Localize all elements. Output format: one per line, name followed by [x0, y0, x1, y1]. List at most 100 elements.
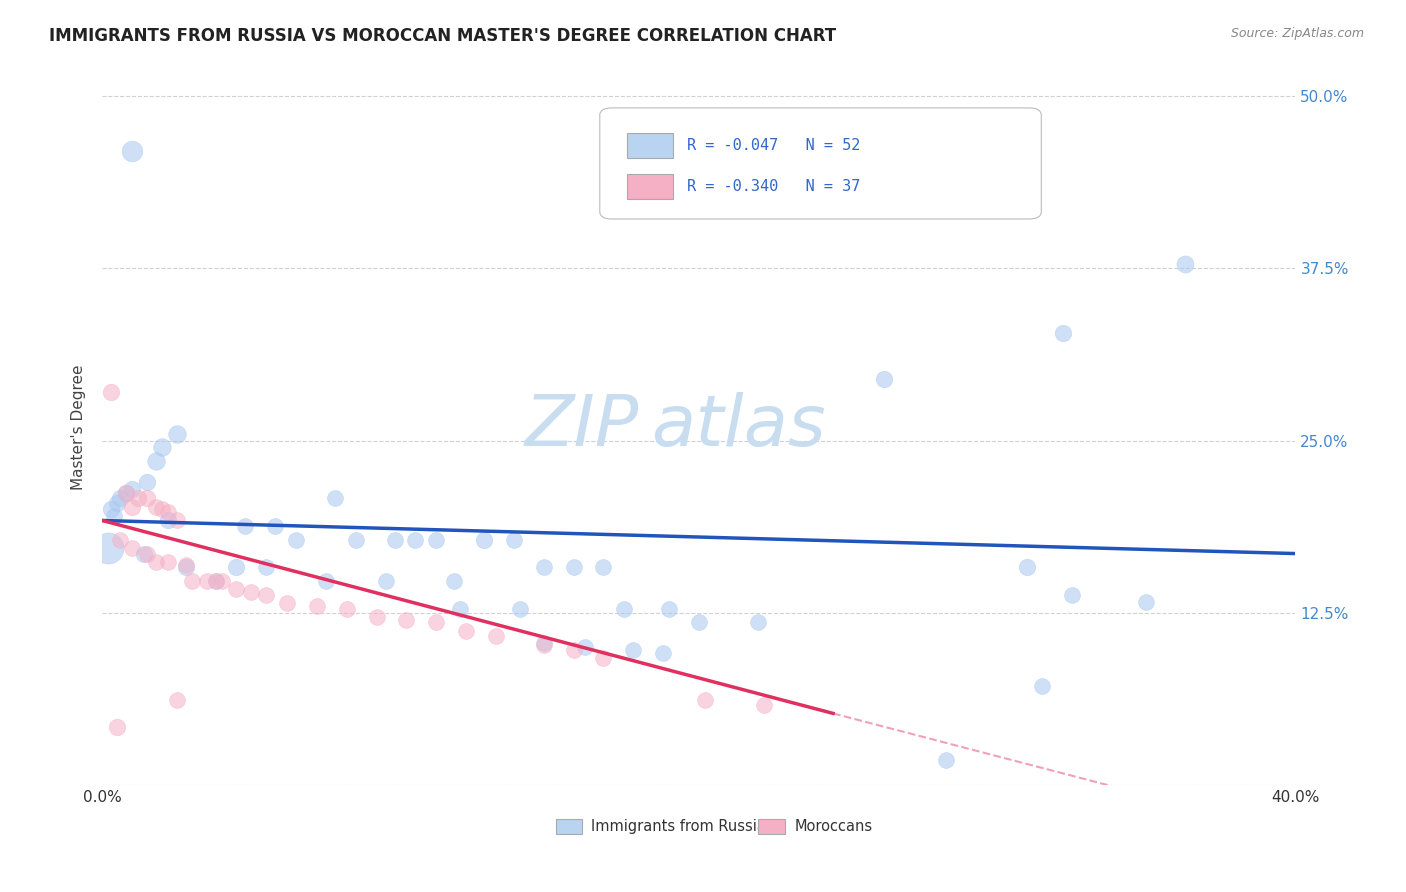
Point — [100, 502, 122, 516]
Point — [121, 541, 143, 555]
Point — [384, 533, 406, 547]
Y-axis label: Master's Degree: Master's Degree — [72, 364, 86, 490]
Point — [873, 371, 896, 385]
Point — [425, 533, 447, 547]
Point — [225, 560, 247, 574]
Point — [344, 533, 367, 547]
Point — [127, 491, 149, 506]
Point — [688, 615, 710, 630]
Point — [1015, 560, 1038, 574]
Point — [174, 560, 197, 574]
Point — [592, 651, 614, 665]
Point — [562, 643, 585, 657]
FancyBboxPatch shape — [600, 108, 1042, 219]
Point — [115, 486, 138, 500]
FancyBboxPatch shape — [627, 174, 672, 199]
Point — [323, 491, 346, 506]
Point — [145, 555, 167, 569]
Point — [150, 502, 173, 516]
Point — [156, 505, 179, 519]
Point — [211, 574, 233, 588]
Point — [621, 643, 644, 657]
Point — [613, 601, 636, 615]
Point — [121, 145, 143, 159]
Point — [366, 610, 388, 624]
Point — [121, 500, 143, 514]
Point — [166, 692, 188, 706]
Point — [456, 624, 478, 638]
Point — [174, 558, 197, 572]
Point — [652, 646, 675, 660]
Point — [305, 599, 328, 613]
Text: R = -0.047   N = 52: R = -0.047 N = 52 — [688, 138, 860, 153]
Point — [1060, 588, 1083, 602]
Point — [115, 486, 138, 500]
Point — [276, 596, 298, 610]
Point — [658, 601, 681, 615]
FancyBboxPatch shape — [555, 820, 582, 834]
Point — [100, 385, 122, 400]
Point — [136, 475, 159, 489]
Point — [97, 541, 120, 555]
Point — [240, 585, 263, 599]
Point — [592, 560, 614, 574]
Point — [1052, 326, 1074, 340]
Point — [1174, 257, 1197, 271]
Point — [693, 692, 716, 706]
Text: atlas: atlas — [651, 392, 825, 461]
Point — [254, 588, 277, 602]
Point — [132, 547, 155, 561]
Point — [533, 560, 555, 574]
Point — [156, 514, 179, 528]
Point — [166, 514, 188, 528]
Point — [121, 482, 143, 496]
Point — [108, 533, 131, 547]
Point — [103, 509, 125, 524]
Point — [105, 495, 128, 509]
Point — [562, 560, 585, 574]
Point — [204, 574, 226, 588]
Point — [204, 574, 226, 588]
Point — [449, 601, 471, 615]
Point — [145, 500, 167, 514]
Point — [166, 426, 188, 441]
Point — [254, 560, 277, 574]
Point — [235, 519, 257, 533]
Point — [425, 615, 447, 630]
Point — [336, 601, 359, 615]
Text: Source: ZipAtlas.com: Source: ZipAtlas.com — [1230, 27, 1364, 40]
Point — [108, 491, 131, 506]
Point — [315, 574, 337, 588]
Point — [1031, 679, 1053, 693]
Point — [574, 640, 596, 655]
Point — [395, 613, 418, 627]
Point — [404, 533, 426, 547]
Point — [509, 601, 531, 615]
Point — [533, 638, 555, 652]
Point — [502, 533, 524, 547]
Point — [374, 574, 396, 588]
Point — [747, 615, 769, 630]
Text: Moroccans: Moroccans — [794, 819, 872, 834]
Point — [156, 555, 179, 569]
Point — [105, 720, 128, 734]
Point — [285, 533, 308, 547]
Point — [472, 533, 495, 547]
Point — [150, 441, 173, 455]
Text: IMMIGRANTS FROM RUSSIA VS MOROCCAN MASTER'S DEGREE CORRELATION CHART: IMMIGRANTS FROM RUSSIA VS MOROCCAN MASTE… — [49, 27, 837, 45]
Point — [935, 753, 957, 767]
FancyBboxPatch shape — [758, 820, 785, 834]
Point — [225, 582, 247, 597]
Point — [754, 698, 776, 713]
Text: R = -0.340   N = 37: R = -0.340 N = 37 — [688, 179, 860, 194]
Point — [533, 636, 555, 650]
Point — [485, 629, 508, 643]
Point — [180, 574, 202, 588]
Point — [195, 574, 218, 588]
Point — [136, 547, 159, 561]
Point — [264, 519, 287, 533]
Point — [145, 454, 167, 468]
Point — [443, 574, 465, 588]
Point — [136, 491, 159, 506]
Text: Immigrants from Russia: Immigrants from Russia — [592, 819, 766, 834]
